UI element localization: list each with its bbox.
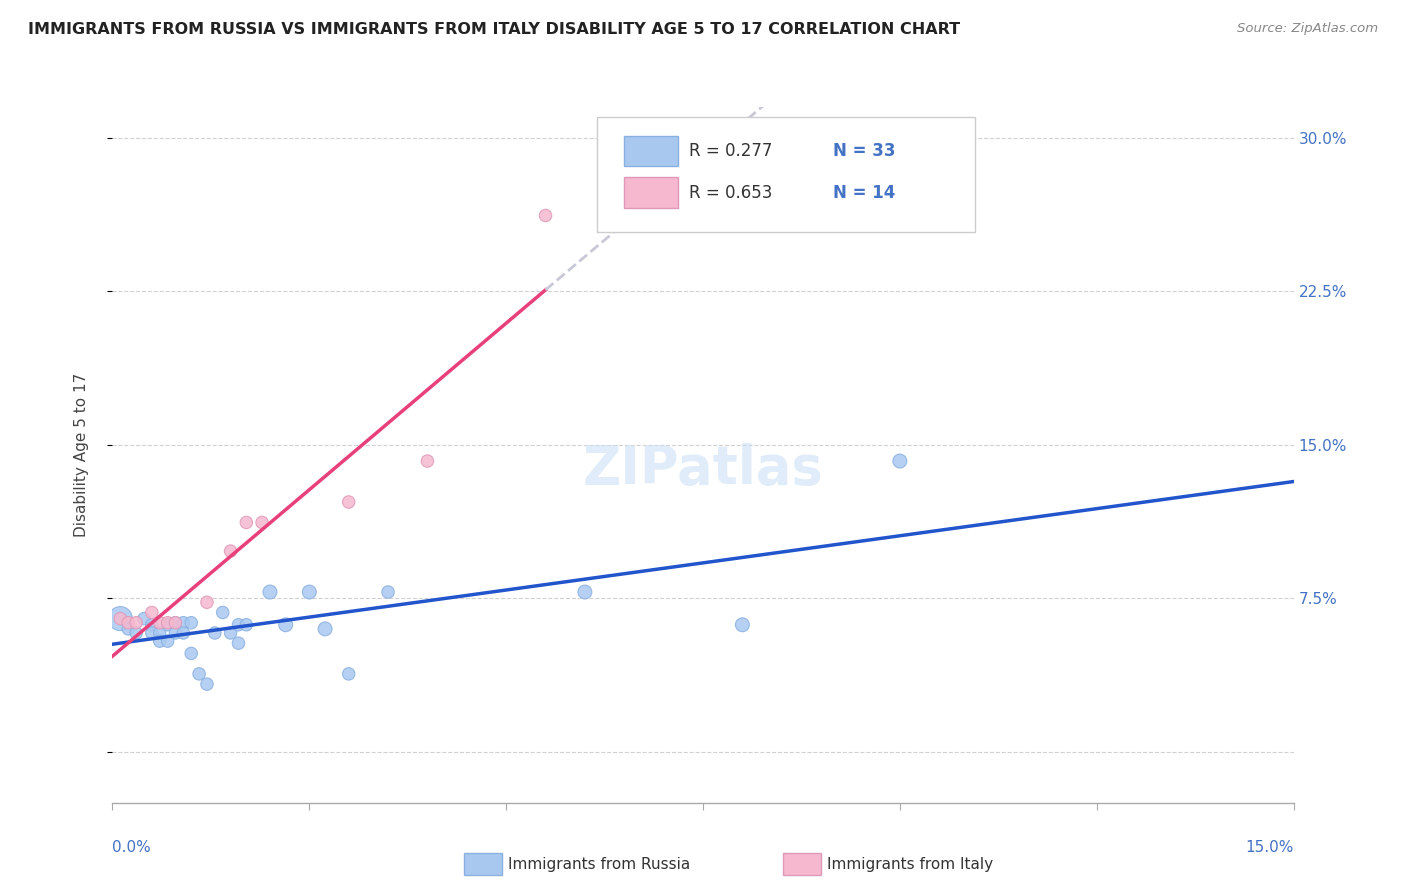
Point	[211, 606, 233, 620]
Point	[235, 617, 257, 632]
Point	[141, 626, 163, 640]
Point	[337, 666, 360, 681]
FancyBboxPatch shape	[596, 118, 974, 232]
Point	[889, 454, 911, 468]
Point	[188, 666, 211, 681]
FancyBboxPatch shape	[624, 136, 678, 166]
Text: 15.0%: 15.0%	[1246, 839, 1294, 855]
Point	[156, 617, 179, 632]
Point	[574, 585, 596, 599]
Point	[165, 615, 187, 630]
Point	[165, 615, 187, 630]
Point	[149, 634, 172, 648]
Point	[298, 585, 321, 599]
Text: R = 0.277: R = 0.277	[689, 142, 772, 160]
Point	[110, 612, 132, 626]
Point	[156, 615, 179, 630]
Point	[125, 626, 148, 640]
Text: Source: ZipAtlas.com: Source: ZipAtlas.com	[1237, 22, 1378, 36]
FancyBboxPatch shape	[624, 178, 678, 208]
Point	[337, 495, 360, 509]
Point	[141, 617, 163, 632]
Point	[125, 615, 148, 630]
Point	[117, 622, 139, 636]
Point	[219, 544, 242, 558]
Point	[228, 617, 250, 632]
Point	[377, 585, 399, 599]
Point	[149, 626, 172, 640]
Point	[259, 585, 281, 599]
Point	[172, 626, 194, 640]
Point	[204, 626, 226, 640]
Text: Immigrants from Italy: Immigrants from Italy	[827, 856, 993, 871]
Y-axis label: Disability Age 5 to 17: Disability Age 5 to 17	[75, 373, 89, 537]
Text: N = 33: N = 33	[832, 142, 896, 160]
Point	[195, 595, 218, 609]
Point	[141, 606, 163, 620]
Point	[731, 617, 754, 632]
Text: N = 14: N = 14	[832, 184, 896, 202]
Point	[180, 647, 202, 661]
Text: IMMIGRANTS FROM RUSSIA VS IMMIGRANTS FROM ITALY DISABILITY AGE 5 TO 17 CORRELATI: IMMIGRANTS FROM RUSSIA VS IMMIGRANTS FRO…	[28, 22, 960, 37]
Text: R = 0.653: R = 0.653	[689, 184, 772, 202]
Point	[132, 612, 155, 626]
Point	[195, 677, 218, 691]
Point	[274, 617, 297, 632]
Text: Immigrants from Russia: Immigrants from Russia	[508, 856, 690, 871]
Point	[228, 636, 250, 650]
Point	[117, 615, 139, 630]
Point	[314, 622, 336, 636]
Point	[416, 454, 439, 468]
Point	[110, 612, 132, 626]
Text: 0.0%: 0.0%	[112, 839, 152, 855]
Point	[534, 209, 557, 223]
Point	[149, 615, 172, 630]
Point	[165, 626, 187, 640]
Point	[235, 516, 257, 530]
Point	[156, 634, 179, 648]
FancyBboxPatch shape	[783, 853, 821, 875]
Point	[250, 516, 273, 530]
Point	[172, 615, 194, 630]
Point	[180, 615, 202, 630]
Text: ZIPatlas: ZIPatlas	[582, 442, 824, 495]
FancyBboxPatch shape	[464, 853, 502, 875]
Point	[219, 626, 242, 640]
